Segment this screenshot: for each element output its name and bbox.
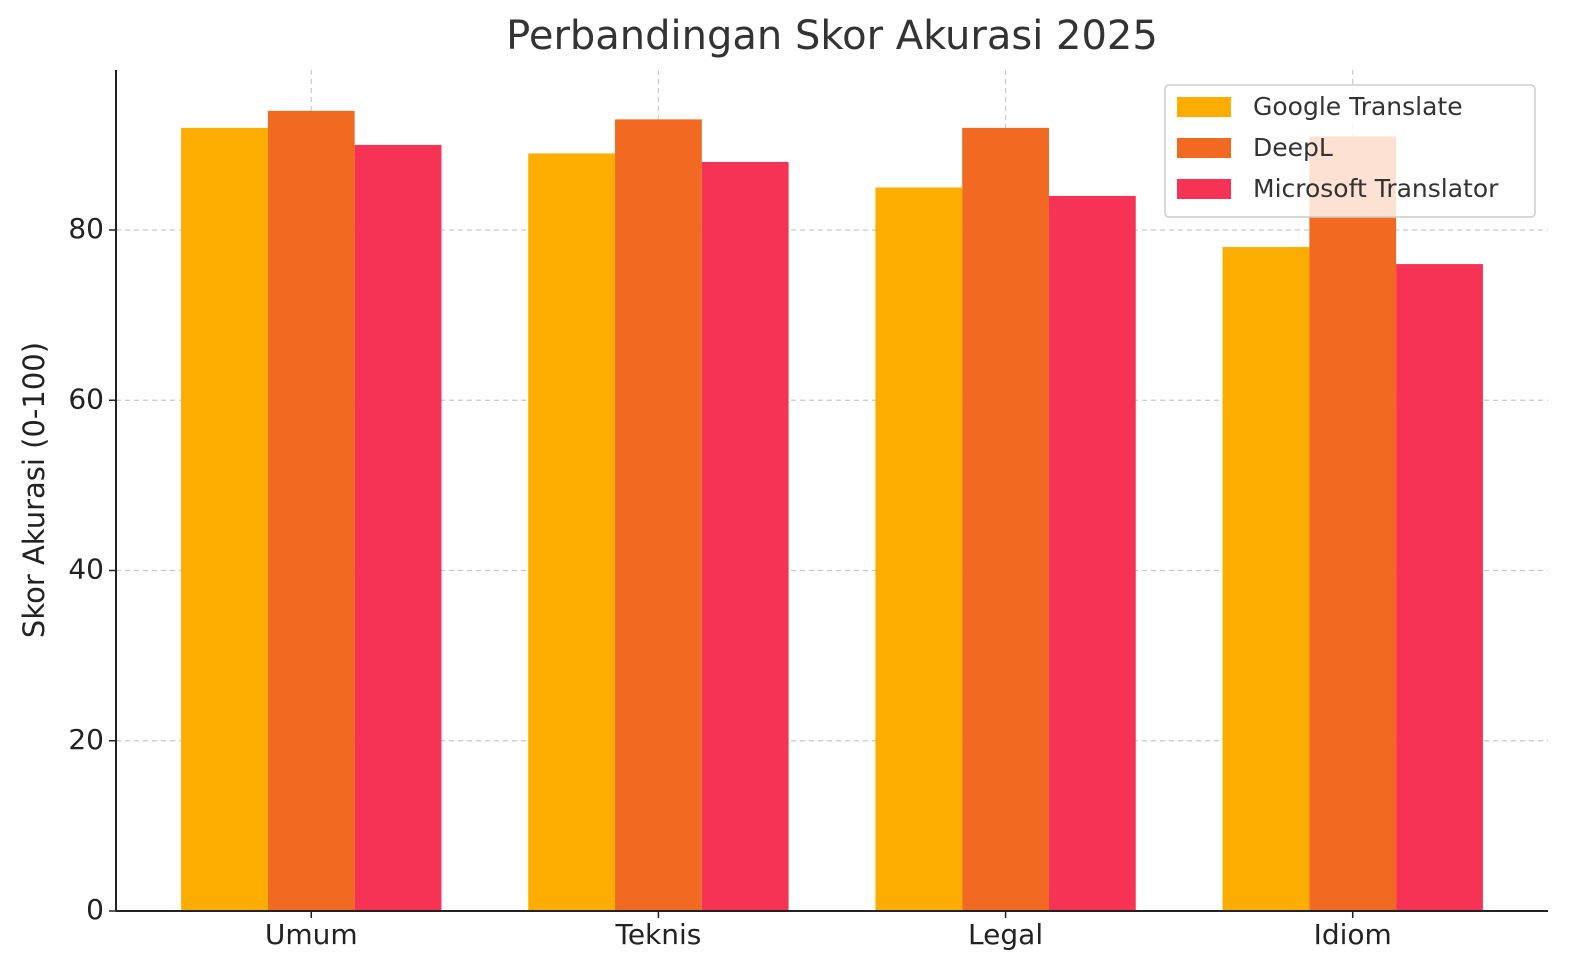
legend-box bbox=[1164, 84, 1536, 218]
x-tick-label: Legal bbox=[968, 918, 1043, 951]
bar bbox=[615, 119, 702, 912]
bar bbox=[962, 127, 1049, 912]
y-tick-label: 0 bbox=[86, 893, 104, 926]
axes: 0 20 40 60 80 Umum Teknis Legal Idiom bbox=[68, 70, 1548, 951]
bar bbox=[1222, 247, 1310, 912]
y-tick-label: 80 bbox=[68, 212, 104, 245]
y-tick-label: 20 bbox=[68, 723, 104, 756]
y-axis-label: Skor Akurasi (0-100) bbox=[17, 342, 51, 638]
legend-label: Microsoft Translator bbox=[1253, 174, 1499, 203]
x-tick-label: Umum bbox=[265, 918, 358, 951]
legend: Google Translate DeepL Microsoft Translato… bbox=[1164, 84, 1536, 218]
bar bbox=[267, 110, 355, 912]
bar bbox=[875, 187, 963, 912]
bar bbox=[1309, 136, 1397, 912]
x-tick-label: Idiom bbox=[1314, 918, 1392, 951]
chart-title: Perbandingan Skor Akurasi 2025 bbox=[506, 13, 1158, 59]
bars bbox=[181, 110, 1483, 912]
legend-label: Google Translate bbox=[1253, 92, 1463, 121]
bar bbox=[181, 127, 268, 912]
bar bbox=[1396, 264, 1483, 912]
legend-swatch bbox=[1177, 97, 1231, 117]
y-tick-label: 60 bbox=[68, 382, 104, 415]
y-tick-label: 40 bbox=[68, 553, 104, 586]
legend-swatch bbox=[1177, 179, 1231, 199]
bar bbox=[701, 161, 789, 912]
legend-swatch bbox=[1177, 138, 1231, 158]
bar bbox=[354, 144, 442, 912]
bar bbox=[1048, 195, 1136, 912]
bar bbox=[528, 153, 616, 912]
x-tick-label: Teknis bbox=[614, 918, 701, 951]
legend-label: DeepL bbox=[1253, 133, 1333, 162]
